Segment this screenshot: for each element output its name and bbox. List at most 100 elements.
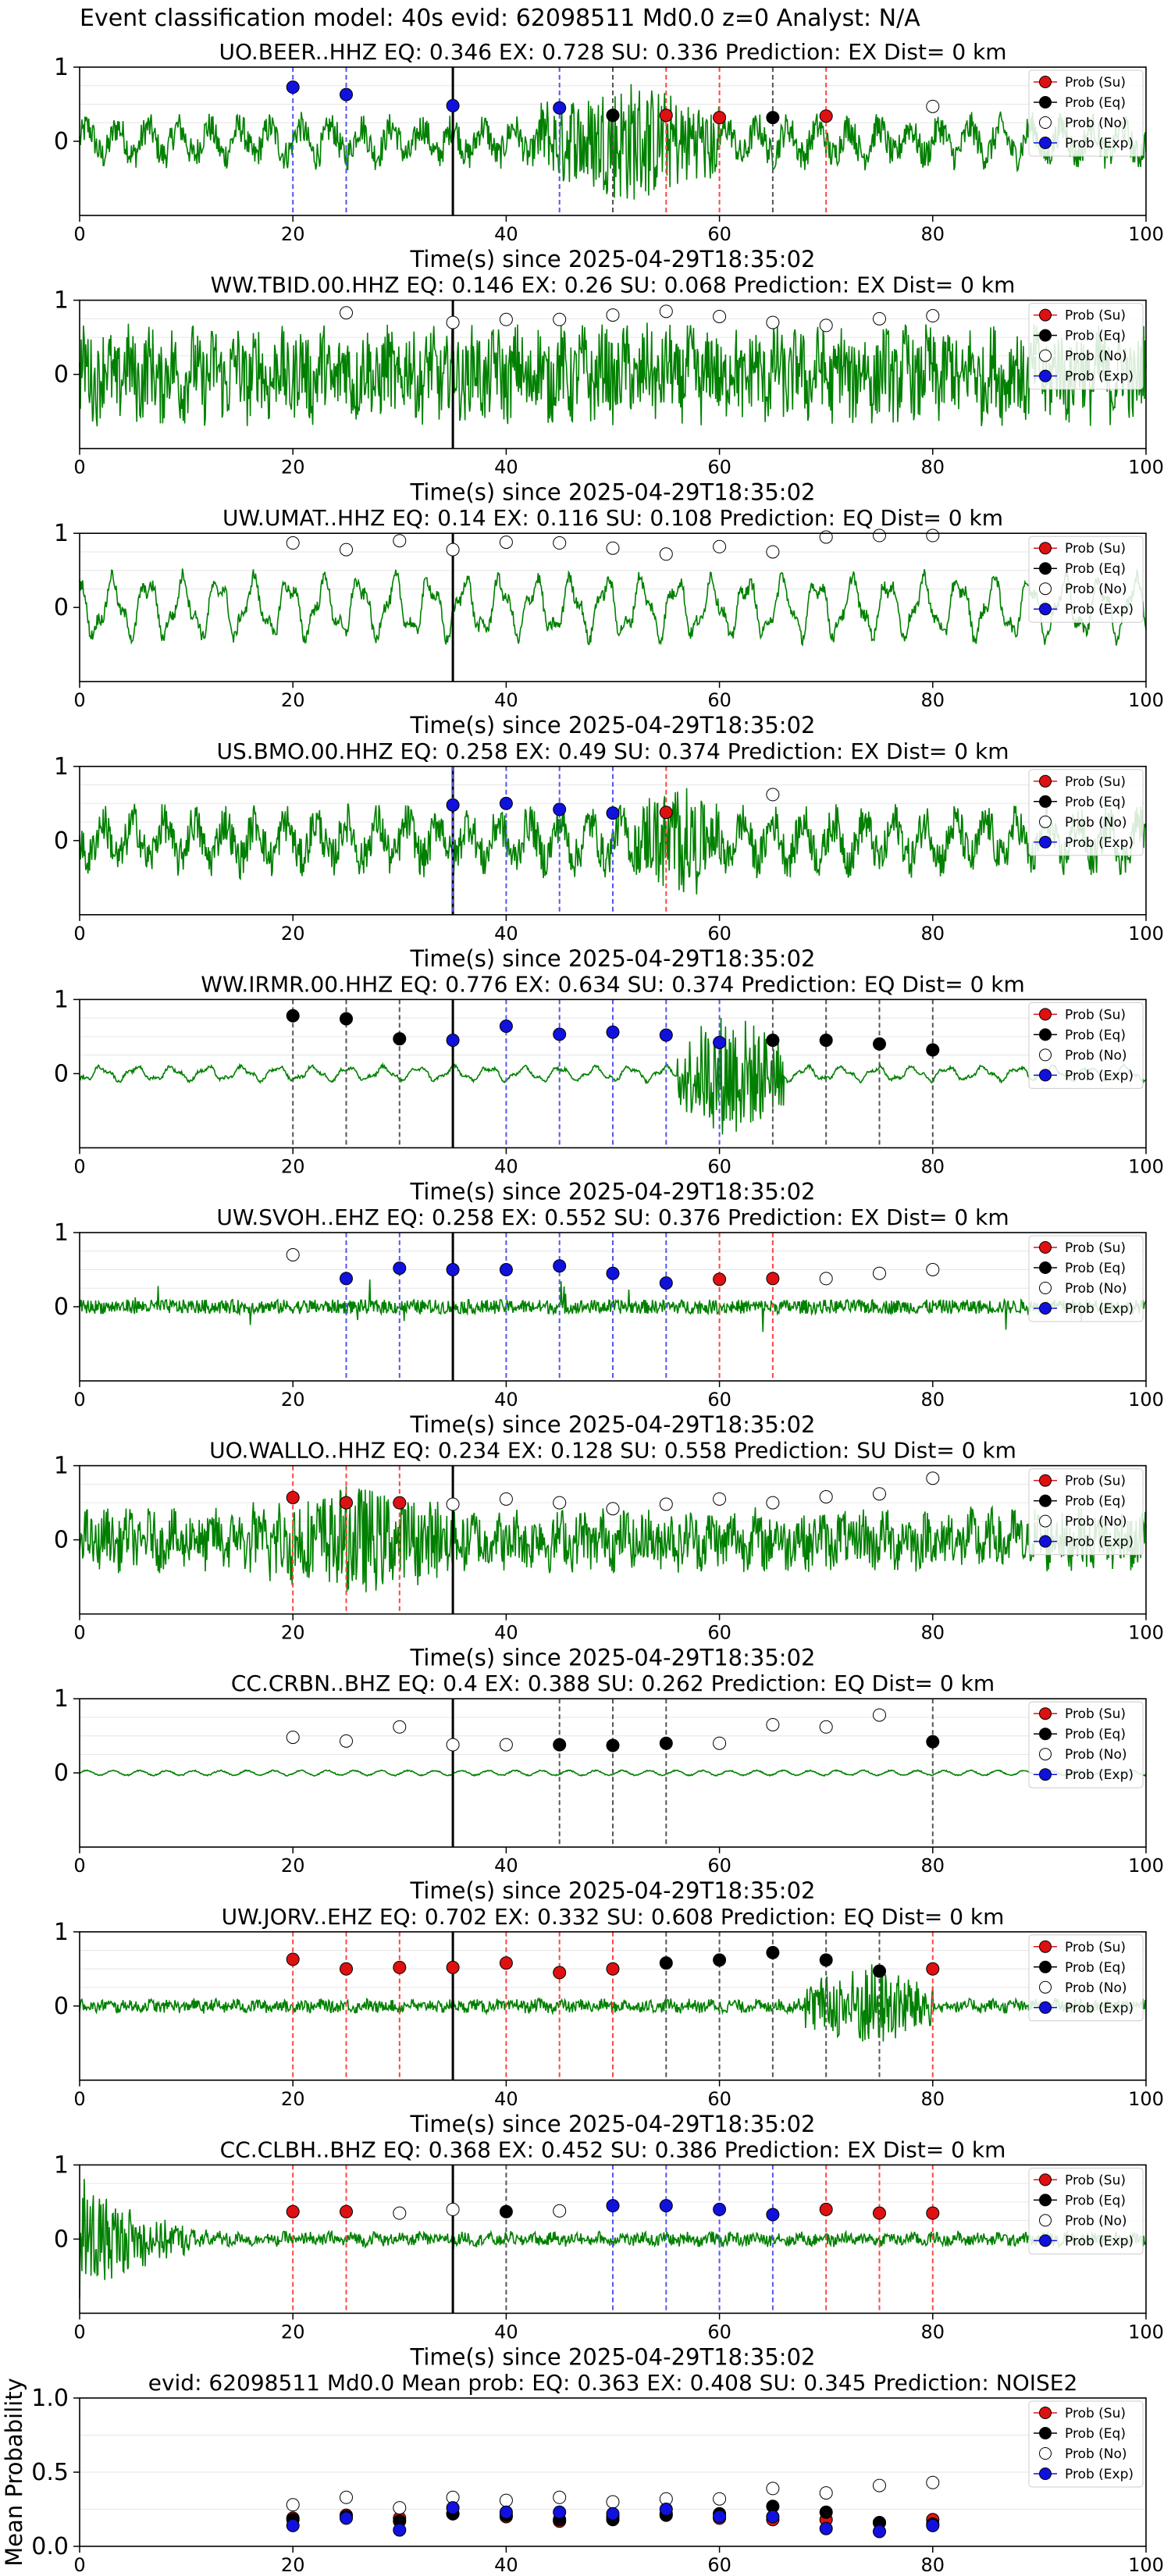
legend-label: Prob (Su) xyxy=(1065,75,1126,91)
prob-no-point xyxy=(340,543,353,557)
mean-prob-no-point xyxy=(606,2495,620,2509)
x-tick-label: 60 xyxy=(707,457,731,479)
legend-marker-eq xyxy=(1039,96,1052,109)
legend-label: Prob (Exp) xyxy=(1065,369,1134,385)
prob-eq-point xyxy=(286,1009,300,1023)
prob-no-point xyxy=(499,1492,513,1506)
prob-su-point xyxy=(286,1952,300,1966)
legend-marker-no xyxy=(1039,1514,1052,1528)
mean-prob-exp-point xyxy=(766,2510,780,2524)
prob-eq-point xyxy=(393,1032,407,1046)
prob-exp-point xyxy=(606,806,620,820)
y-tick-label: 0 xyxy=(54,1527,69,1554)
y-axis-label: Mean Probability xyxy=(1,2378,27,2567)
prob-exp-point xyxy=(340,87,353,101)
x-tick-label: 40 xyxy=(494,2088,518,2110)
x-tick-label: 80 xyxy=(921,689,945,711)
prob-su-point xyxy=(659,109,673,123)
x-tick-label: 0 xyxy=(73,2088,85,2110)
prob-no-point xyxy=(499,312,513,326)
prob-su-point xyxy=(393,1496,407,1510)
prob-exp-point xyxy=(446,1263,460,1276)
panel-title: evid: 62098511 Md0.0 Mean prob: EQ: 0.36… xyxy=(148,2370,1078,2396)
y-tick-label: 0 xyxy=(54,128,69,155)
x-tick-label: 60 xyxy=(707,1389,731,1411)
x-tick-label: 20 xyxy=(281,223,305,245)
prob-no-point xyxy=(286,1248,300,1261)
prob-no-point xyxy=(659,547,673,561)
station-panel-6: UW.SVOH..EHZ EQ: 0.258 EX: 0.552 SU: 0.3… xyxy=(54,1204,1164,1438)
prob-su-point xyxy=(659,806,673,820)
legend-marker-no xyxy=(1039,815,1052,828)
panel-title: UO.BEER..HHZ EQ: 0.346 EX: 0.728 SU: 0.3… xyxy=(219,39,1006,65)
x-tick-label: 40 xyxy=(494,1855,518,1877)
mean-prob-no-point xyxy=(873,2478,886,2492)
prob-no-point xyxy=(766,788,780,802)
y-tick-label: 0 xyxy=(54,827,69,855)
mean-prob-no-point xyxy=(713,2492,727,2506)
prob-no-point xyxy=(553,2204,567,2218)
prob-su-point xyxy=(286,1490,300,1504)
prob-eq-point xyxy=(926,1043,940,1057)
prob-no-point xyxy=(446,315,460,329)
mean-prob-exp-point xyxy=(286,2518,300,2532)
x-tick-label: 60 xyxy=(707,223,731,245)
prob-su-point xyxy=(553,1966,567,1980)
y-tick-label: 1 xyxy=(54,753,69,781)
legend-label: Prob (Su) xyxy=(1065,541,1126,557)
prob-no-point xyxy=(446,543,460,557)
prob-eq-point xyxy=(659,1736,673,1750)
y-tick-label: 1 xyxy=(54,2151,69,2179)
x-tick-label: 0 xyxy=(73,1622,85,1644)
prob-no-point xyxy=(606,541,620,555)
prob-exp-point xyxy=(553,802,567,817)
prob-no-point xyxy=(926,528,940,543)
mean-probability-panel: evid: 62098511 Md0.0 Mean prob: EQ: 0.36… xyxy=(1,2370,1164,2576)
prob-su-point xyxy=(499,1956,513,1970)
prob-no-point xyxy=(926,1263,940,1276)
legend-marker-eq xyxy=(1039,562,1052,575)
prob-exp-point xyxy=(499,1263,513,1276)
legend-label: Prob (Su) xyxy=(1065,774,1126,790)
prob-exp-point xyxy=(713,1036,727,1049)
legend-marker-su xyxy=(1039,1008,1052,1021)
waveform-trace xyxy=(79,1486,1147,1592)
x-tick-label: 40 xyxy=(494,457,518,479)
x-tick-label: 40 xyxy=(494,1622,518,1644)
y-tick-label: 0.5 xyxy=(31,2459,69,2486)
prob-no-point xyxy=(659,1497,673,1511)
y-tick-label: 0 xyxy=(54,594,69,621)
legend-label: Prob (Su) xyxy=(1065,1706,1126,1722)
legend-marker-su xyxy=(1039,774,1052,788)
x-tick-label: 60 xyxy=(707,1155,731,1177)
x-tick-label: 100 xyxy=(1128,2321,1164,2343)
y-tick-label: 1 xyxy=(54,1453,69,1480)
prob-exp-point xyxy=(553,1259,567,1273)
station-panel-1: UO.BEER..HHZ EQ: 0.346 EX: 0.728 SU: 0.3… xyxy=(54,39,1164,272)
legend-marker-exp xyxy=(1039,2234,1052,2247)
legend-label: Prob (Eq) xyxy=(1065,2193,1126,2208)
x-tick-label: 20 xyxy=(281,2321,305,2343)
panel-title: UO.WALLO..HHZ EQ: 0.234 EX: 0.128 SU: 0.… xyxy=(209,1438,1016,1464)
prob-no-point xyxy=(766,315,780,329)
mean-prob-exp-point xyxy=(553,2505,567,2519)
x-tick-label: 0 xyxy=(73,2554,85,2576)
x-tick-label: 0 xyxy=(73,1389,85,1411)
prob-su-point xyxy=(926,2206,940,2220)
legend-marker-eq xyxy=(1039,1727,1052,1741)
x-tick-label: 80 xyxy=(921,2321,945,2343)
legend-label: Prob (No) xyxy=(1065,2446,1127,2462)
prob-exp-point xyxy=(553,101,567,115)
prob-no-point xyxy=(873,1487,886,1501)
prob-no-point xyxy=(926,1471,940,1485)
prob-exp-point xyxy=(659,1276,673,1290)
legend-label: Prob (Exp) xyxy=(1065,2233,1134,2249)
prob-su-point xyxy=(340,1962,353,1976)
legend-box xyxy=(1028,1235,1144,1322)
legend-marker-su xyxy=(1039,76,1052,88)
x-axis-label: Time(s) since 2025-04-29T18:35:02 xyxy=(410,945,816,972)
prob-exp-point xyxy=(606,1266,620,1280)
legend-label: Prob (No) xyxy=(1065,815,1127,831)
x-tick-label: 40 xyxy=(494,923,518,945)
station-panel-10: CC.CLBH..BHZ EQ: 0.368 EX: 0.452 SU: 0.3… xyxy=(54,2137,1164,2370)
